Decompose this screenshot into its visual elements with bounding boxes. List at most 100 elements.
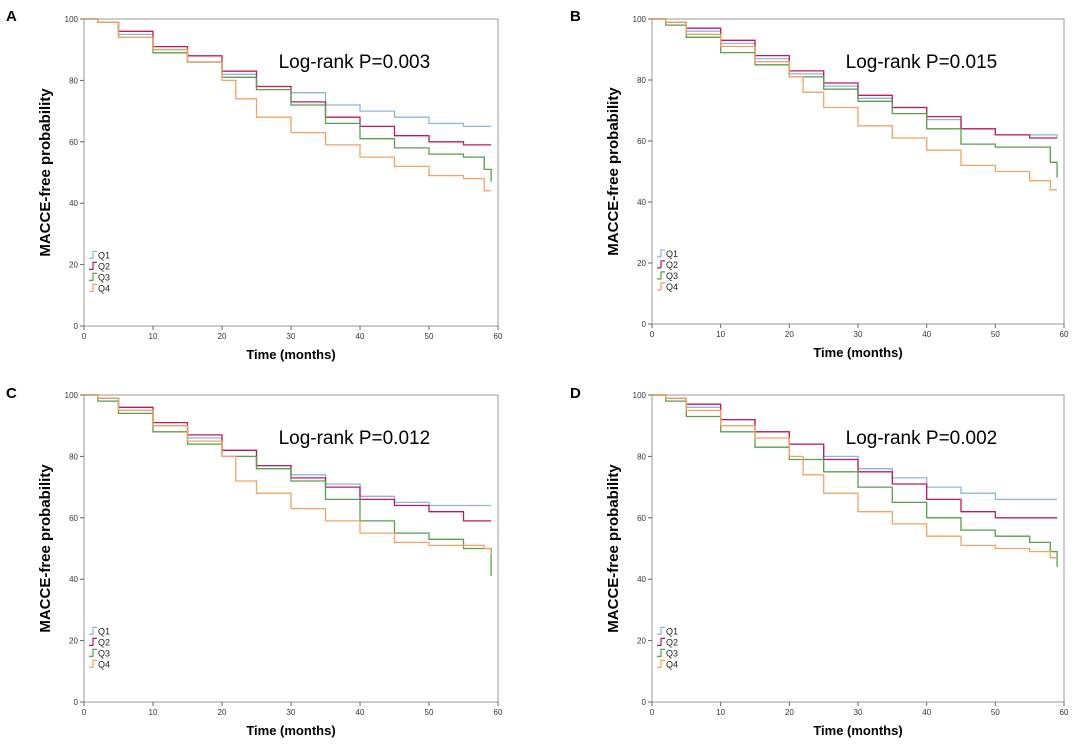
x-tick-label: 60 [494,332,503,341]
y-tick-label: 60 [69,514,78,523]
x-tick-label: 60 [1060,330,1069,339]
legend-label-q4: Q4 [666,282,678,292]
x-tick-label: 10 [716,330,725,339]
x-axis-label: Time (months) [813,723,902,738]
legend-label-q1: Q1 [98,250,110,260]
y-tick-label: 40 [637,575,646,584]
legend-swatch-q4 [89,659,97,668]
series-line-q4 [84,18,492,192]
legend-label-q1: Q1 [98,626,110,636]
y-axis-label: MACCE-free probability [605,87,622,256]
legend-swatch-q4 [89,283,97,292]
legend-swatch-q3 [89,648,97,657]
panel-letter: D [570,385,581,402]
legend-swatch-q2 [89,637,97,646]
x-tick-label: 40 [356,332,365,341]
logrank-annotation: Log-rank P=0.002 [846,428,998,449]
legend-label-q2: Q2 [666,637,678,647]
legend-label-q2: Q2 [98,261,110,271]
panel-letter: C [6,385,17,402]
panel-letter: A [6,8,17,25]
logrank-annotation: Log-rank P=0.015 [846,52,998,73]
legend-label-q3: Q3 [98,648,110,658]
x-tick-label: 60 [1060,708,1069,717]
legend-swatch-q1 [657,249,665,258]
x-axis-label: Time (months) [246,723,335,738]
x-tick-label: 30 [287,708,296,717]
x-tick-label: 20 [785,708,794,717]
y-tick-label: 80 [69,452,78,461]
series-line-q1 [84,394,492,507]
x-tick-label: 60 [494,708,503,717]
x-tick-label: 30 [854,708,863,717]
x-tick-label: 10 [149,708,158,717]
y-tick-label: 60 [69,138,78,147]
legend-label-q1: Q1 [666,249,678,259]
legend-swatch-q3 [657,648,665,657]
x-tick-label: 0 [650,330,655,339]
y-tick-label: 80 [69,76,78,85]
legend-label-q2: Q2 [666,260,678,270]
legend-swatch-q4 [657,659,665,668]
y-tick-label: 0 [642,698,647,707]
x-tick-label: 30 [854,330,863,339]
y-axis-label: MACCE-free probability [605,464,622,633]
y-tick-label: 20 [637,637,646,646]
x-tick-label: 50 [991,708,1000,717]
legend-swatch-q1 [89,250,97,259]
legend-swatch-q3 [657,271,665,280]
x-tick-label: 0 [82,332,87,341]
x-tick-label: 10 [716,708,725,717]
series-line-q2 [652,18,1058,139]
y-axis-label: MACCE-free probability [37,464,54,633]
y-axis-label: MACCE-free probability [37,88,54,257]
y-tick-label: 100 [65,15,79,24]
legend-label-q4: Q4 [666,659,678,669]
series-line-q4 [652,18,1058,191]
y-tick-label: 40 [69,199,78,208]
legend-swatch-q2 [89,261,97,270]
x-tick-label: 40 [922,330,931,339]
legend-label-q4: Q4 [98,283,110,293]
x-tick-label: 0 [82,708,87,717]
x-tick-label: 20 [218,708,227,717]
legend-swatch-q4 [657,282,665,291]
panel-b: B 0 10 20 30 40 50 60 0 20 40 60 80 100 Time (months) M… [570,8,1069,360]
legend-label-q4: Q4 [98,659,110,669]
series-line-q4 [84,394,492,555]
legend-swatch-q2 [657,260,665,269]
series-line-q3 [652,18,1058,178]
x-tick-label: 40 [922,708,931,717]
y-tick-label: 0 [642,320,647,329]
legend-swatch-q1 [657,626,665,635]
series-line-q3 [84,394,492,577]
panel-letter: B [570,8,581,25]
series-line-q2 [84,394,492,522]
y-tick-label: 0 [74,322,79,331]
x-axis-label: Time (months) [813,345,902,360]
logrank-annotation: Log-rank P=0.003 [279,52,431,73]
legend-label-q3: Q3 [666,648,678,658]
x-tick-label: 20 [218,332,227,341]
y-tick-label: 60 [637,514,646,523]
legend-label-q3: Q3 [666,271,678,281]
panel-d: D 0 10 20 30 40 50 60 0 20 40 60 80 100 Time (months) M… [570,385,1069,738]
y-tick-label: 0 [74,698,79,707]
y-tick-label: 20 [69,637,78,646]
legend-swatch-q2 [657,637,665,646]
y-tick-label: 60 [637,137,646,146]
x-tick-label: 50 [425,332,434,341]
y-tick-label: 20 [69,261,78,270]
y-tick-label: 100 [65,391,79,400]
y-tick-label: 80 [637,452,646,461]
x-tick-label: 0 [650,708,655,717]
series-line-q3 [84,18,492,182]
x-tick-label: 50 [991,330,1000,339]
legend-label-q2: Q2 [98,637,110,647]
x-axis-label: Time (months) [246,347,335,362]
y-tick-label: 20 [637,259,646,268]
series-line-q2 [84,18,492,146]
x-tick-label: 10 [149,332,158,341]
y-tick-label: 100 [633,15,647,24]
